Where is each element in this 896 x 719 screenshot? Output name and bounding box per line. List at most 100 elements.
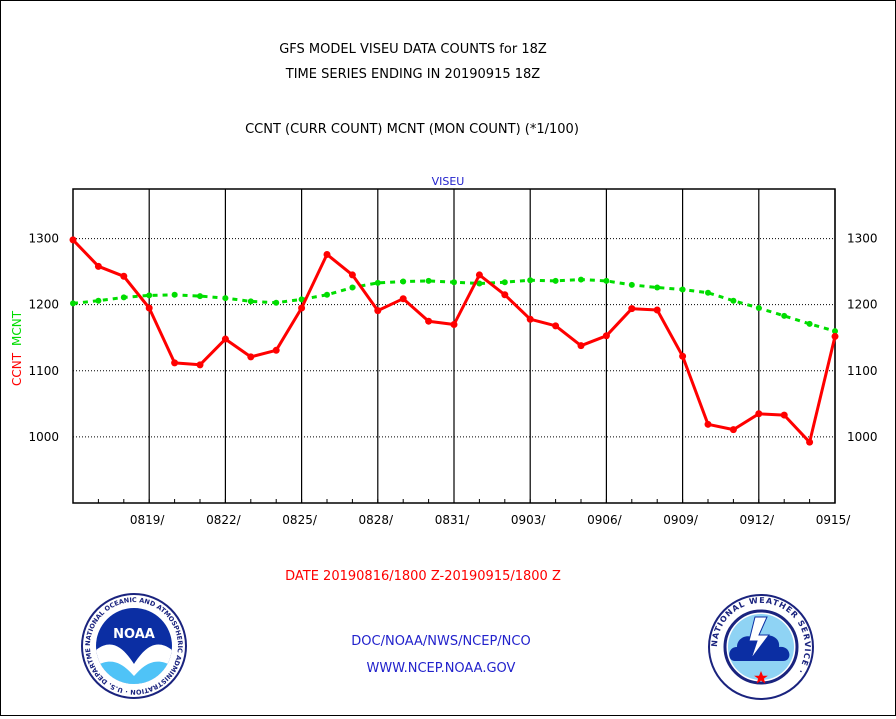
point-ccnt bbox=[628, 305, 636, 313]
y-tick-label-right: 1300 bbox=[847, 232, 878, 246]
point-ccnt bbox=[653, 306, 661, 314]
point-mcnt bbox=[120, 294, 127, 301]
point-ccnt bbox=[196, 361, 204, 369]
point-mcnt bbox=[451, 279, 457, 286]
point-ccnt bbox=[475, 271, 483, 279]
plot-border bbox=[72, 188, 836, 504]
chart-title: VISEU bbox=[432, 175, 465, 188]
point-ccnt bbox=[526, 315, 534, 323]
x-tick-label: 0819/ bbox=[130, 513, 166, 527]
point-mcnt bbox=[654, 284, 661, 291]
x-tick-label: 0822/ bbox=[206, 513, 242, 527]
point-mcnt bbox=[476, 280, 483, 287]
nws-logo: NATIONAL WEATHER SERVICE · bbox=[708, 594, 814, 700]
point-ccnt bbox=[704, 420, 712, 428]
point-mcnt bbox=[273, 299, 280, 306]
point-ccnt bbox=[120, 272, 128, 280]
point-mcnt bbox=[146, 292, 153, 299]
point-mcnt bbox=[425, 277, 432, 284]
point-mcnt bbox=[501, 279, 508, 286]
org-line: DOC/NOAA/NWS/NCEP/NCO bbox=[351, 634, 530, 649]
point-mcnt bbox=[527, 277, 534, 284]
point-ccnt bbox=[374, 307, 382, 315]
grid-layer bbox=[73, 189, 836, 503]
point-ccnt bbox=[577, 342, 585, 350]
point-mcnt bbox=[349, 284, 356, 291]
point-mcnt bbox=[578, 276, 584, 283]
point-ccnt bbox=[323, 250, 331, 258]
point-ccnt bbox=[806, 438, 814, 446]
point-mcnt bbox=[400, 278, 407, 285]
y-tick-label-left: 1200 bbox=[28, 298, 59, 312]
date-range: DATE 20190816/1800 Z-20190915/1800 Z bbox=[285, 569, 561, 584]
point-mcnt bbox=[603, 277, 610, 284]
point-ccnt bbox=[729, 426, 737, 434]
x-tick-label: 0915/ bbox=[816, 513, 852, 527]
point-mcnt bbox=[95, 297, 102, 304]
point-mcnt bbox=[324, 291, 330, 298]
point-mcnt bbox=[70, 300, 76, 307]
point-mcnt bbox=[298, 296, 305, 303]
subtitle: CCNT (CURR COUNT) MCNT (MON COUNT) (*1/1… bbox=[245, 122, 579, 137]
noaa-logo: NATIONAL OCEANIC AND ATMOSPHERIC ADMINIS… bbox=[81, 593, 187, 699]
point-mcnt bbox=[730, 297, 737, 304]
point-ccnt bbox=[272, 346, 280, 354]
point-ccnt bbox=[602, 332, 610, 340]
x-tick-label: 0909/ bbox=[663, 513, 699, 527]
point-ccnt bbox=[298, 304, 306, 312]
point-mcnt bbox=[705, 289, 711, 296]
point-mcnt bbox=[755, 304, 762, 311]
point-ccnt bbox=[831, 332, 839, 340]
point-ccnt bbox=[145, 304, 153, 312]
title-line-1: GFS MODEL VISEU DATA COUNTS for 18Z bbox=[279, 42, 547, 57]
point-ccnt bbox=[221, 335, 229, 343]
point-mcnt bbox=[247, 298, 254, 305]
point-ccnt bbox=[450, 321, 458, 329]
point-mcnt bbox=[374, 279, 381, 286]
point-ccnt bbox=[552, 322, 560, 330]
point-mcnt bbox=[806, 320, 813, 327]
series-layer bbox=[69, 236, 839, 446]
point-ccnt bbox=[94, 262, 102, 270]
y-tick-label-right: 1000 bbox=[847, 430, 878, 444]
x-tick-label: 0906/ bbox=[587, 513, 623, 527]
title-line-2: TIME SERIES ENDING IN 20190915 18Z bbox=[285, 67, 541, 82]
point-ccnt bbox=[425, 317, 433, 325]
point-ccnt bbox=[755, 410, 763, 418]
star-icon bbox=[754, 671, 768, 684]
y-tick-label-left: 1100 bbox=[28, 364, 59, 378]
x-tick-label: 0825/ bbox=[282, 513, 318, 527]
point-ccnt bbox=[171, 359, 179, 367]
point-mcnt bbox=[679, 286, 686, 293]
point-ccnt bbox=[679, 352, 687, 360]
label-layer: 1000 1000 1100 1100 1200 1200 1300 1300 0819/082… bbox=[28, 232, 877, 527]
point-mcnt bbox=[197, 293, 203, 300]
point-ccnt bbox=[69, 236, 77, 244]
x-tick-label: 0831/ bbox=[435, 513, 471, 527]
noaa-text: NOAA bbox=[113, 627, 155, 642]
point-mcnt bbox=[628, 281, 635, 288]
y-tick-label-left: 1300 bbox=[28, 232, 59, 246]
point-mcnt bbox=[222, 295, 229, 302]
y-tick-label-right: 1100 bbox=[847, 364, 878, 378]
point-mcnt bbox=[171, 291, 178, 298]
point-mcnt bbox=[552, 277, 559, 284]
x-tick-label: 0912/ bbox=[740, 513, 776, 527]
axis-layer bbox=[72, 188, 836, 504]
point-ccnt bbox=[501, 291, 509, 299]
point-ccnt bbox=[247, 353, 255, 361]
point-mcnt bbox=[832, 328, 838, 335]
point-ccnt bbox=[399, 295, 407, 303]
x-tick-label: 0828/ bbox=[359, 513, 395, 527]
point-mcnt bbox=[781, 312, 788, 319]
point-ccnt bbox=[348, 271, 356, 279]
x-tick-label: 0903/ bbox=[511, 513, 547, 527]
ylabel-mcnt: MCNT bbox=[10, 310, 24, 346]
y-tick-label-right: 1200 bbox=[847, 298, 878, 312]
ylabel-ccnt: CCNT bbox=[10, 352, 24, 386]
lightning-icon bbox=[748, 616, 770, 660]
point-ccnt bbox=[780, 411, 788, 419]
url-line: WWW.NCEP.NOAA.GOV bbox=[367, 661, 516, 676]
